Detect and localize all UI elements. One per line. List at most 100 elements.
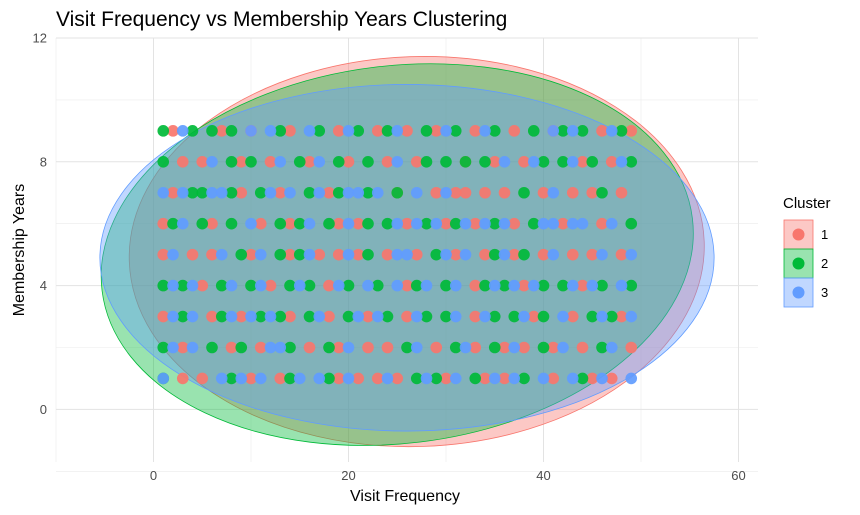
cluster-1-point — [449, 248, 462, 261]
cluster-3-point — [527, 155, 540, 168]
cluster-2-point — [323, 341, 335, 354]
cluster-2-point — [557, 279, 569, 292]
cluster-3-point — [479, 125, 491, 137]
legend-swatch-2 — [792, 257, 805, 270]
cluster-2-point — [459, 155, 472, 168]
cluster-3-point — [596, 248, 608, 261]
cluster-2-point — [518, 372, 530, 385]
cluster-3-point — [410, 310, 423, 323]
cluster-1-point — [498, 372, 511, 385]
y-tick-label: 12 — [33, 31, 47, 46]
cluster-2-point — [293, 155, 306, 168]
cluster-1-point — [235, 186, 248, 199]
cluster-1-point — [479, 186, 491, 199]
cluster-3-point — [625, 372, 638, 385]
cluster-3-point — [566, 372, 579, 385]
cluster-3-point — [332, 279, 345, 292]
cluster-3-point — [176, 125, 189, 137]
cluster-1-point — [352, 372, 365, 385]
cluster-2-point — [225, 155, 238, 168]
cluster-3-point — [167, 341, 179, 354]
cluster-1-point — [401, 279, 413, 292]
cluster-3-point — [342, 341, 355, 354]
cluster-2-point — [206, 341, 218, 354]
cluster-2-point — [293, 217, 306, 230]
cluster-1-point — [157, 217, 170, 230]
cluster-2-point — [332, 186, 345, 199]
cluster-2-point — [625, 155, 638, 168]
cluster-2-point — [196, 217, 209, 230]
cluster-3-point — [206, 155, 218, 168]
axis-ticks: 0 20 40 60 0 4 8 12 — [33, 31, 746, 484]
cluster-2-point — [625, 279, 638, 292]
cluster-2-point — [284, 279, 296, 292]
cluster-3-point — [352, 186, 365, 199]
cluster-3-point — [206, 186, 218, 199]
cluster-3-point — [371, 186, 384, 199]
cluster-3-point — [167, 279, 179, 292]
cluster-1-point — [576, 279, 589, 292]
cluster-3-point — [537, 217, 550, 230]
cluster-3-point — [293, 372, 306, 385]
cluster-3-point — [235, 372, 248, 385]
cluster-1-point — [284, 248, 296, 261]
x-tick-label: 0 — [150, 468, 157, 483]
cluster-3-point — [596, 310, 608, 323]
cluster-1-point — [596, 217, 608, 230]
cluster-1-point — [235, 155, 248, 168]
cluster-2-point — [332, 155, 345, 168]
cluster-2-point — [284, 341, 296, 354]
cluster-3-point — [459, 248, 472, 261]
cluster-2-point — [352, 125, 365, 137]
cluster-1-point — [313, 248, 326, 261]
cluster-3-point — [264, 186, 277, 199]
cluster-2-point — [274, 217, 287, 230]
cluster-1-point — [381, 155, 394, 168]
cluster-3-point — [508, 279, 521, 292]
cluster-2-point — [537, 341, 550, 354]
cluster-3-point — [605, 341, 618, 354]
cluster-1-point — [381, 248, 394, 261]
cluster-2-point — [410, 372, 423, 385]
cluster-3-point — [518, 310, 530, 323]
cluster-2-point — [215, 310, 228, 323]
legend-key-1 — [783, 219, 814, 250]
cluster-2-point — [518, 248, 530, 261]
cluster-1-point — [157, 310, 170, 323]
cluster-2-point — [440, 279, 452, 292]
cluster-3-point — [254, 248, 267, 261]
legend: Cluster 1 2 3 — [783, 195, 831, 308]
cluster-1-point — [264, 279, 277, 292]
cluster-3-point — [566, 279, 579, 292]
cluster-3-point — [342, 372, 355, 385]
cluster-3-point — [313, 310, 326, 323]
cluster-3-point — [303, 248, 316, 261]
cluster-2-point — [479, 155, 491, 168]
cluster-2-point — [157, 279, 170, 292]
cluster-1-point — [303, 155, 316, 168]
cluster-1-point — [254, 341, 267, 354]
cluster-2-point — [274, 248, 287, 261]
cluster-1-point — [537, 248, 550, 261]
cluster-2-point — [576, 125, 589, 137]
cluster-2-point — [342, 279, 355, 292]
cluster-3-point — [498, 217, 511, 230]
cluster-3-point — [313, 372, 326, 385]
cluster-2-point — [215, 279, 228, 292]
cluster-1-point — [167, 186, 179, 199]
cluster-2-point — [557, 155, 569, 168]
cluster-1-point — [508, 125, 521, 137]
cluster-1-point — [371, 372, 384, 385]
cluster-2-point — [362, 217, 374, 230]
cluster-2-point — [449, 125, 462, 137]
legend-label-1: 1 — [821, 227, 828, 242]
cluster-2-point — [371, 279, 384, 292]
cluster-2-point — [586, 155, 599, 168]
cluster-3-point — [264, 125, 277, 137]
cluster-1-point — [176, 341, 189, 354]
cluster-1-point — [323, 186, 335, 199]
cluster-3-point — [625, 310, 638, 323]
cluster-2-point — [176, 279, 189, 292]
cluster-2-point — [235, 341, 248, 354]
